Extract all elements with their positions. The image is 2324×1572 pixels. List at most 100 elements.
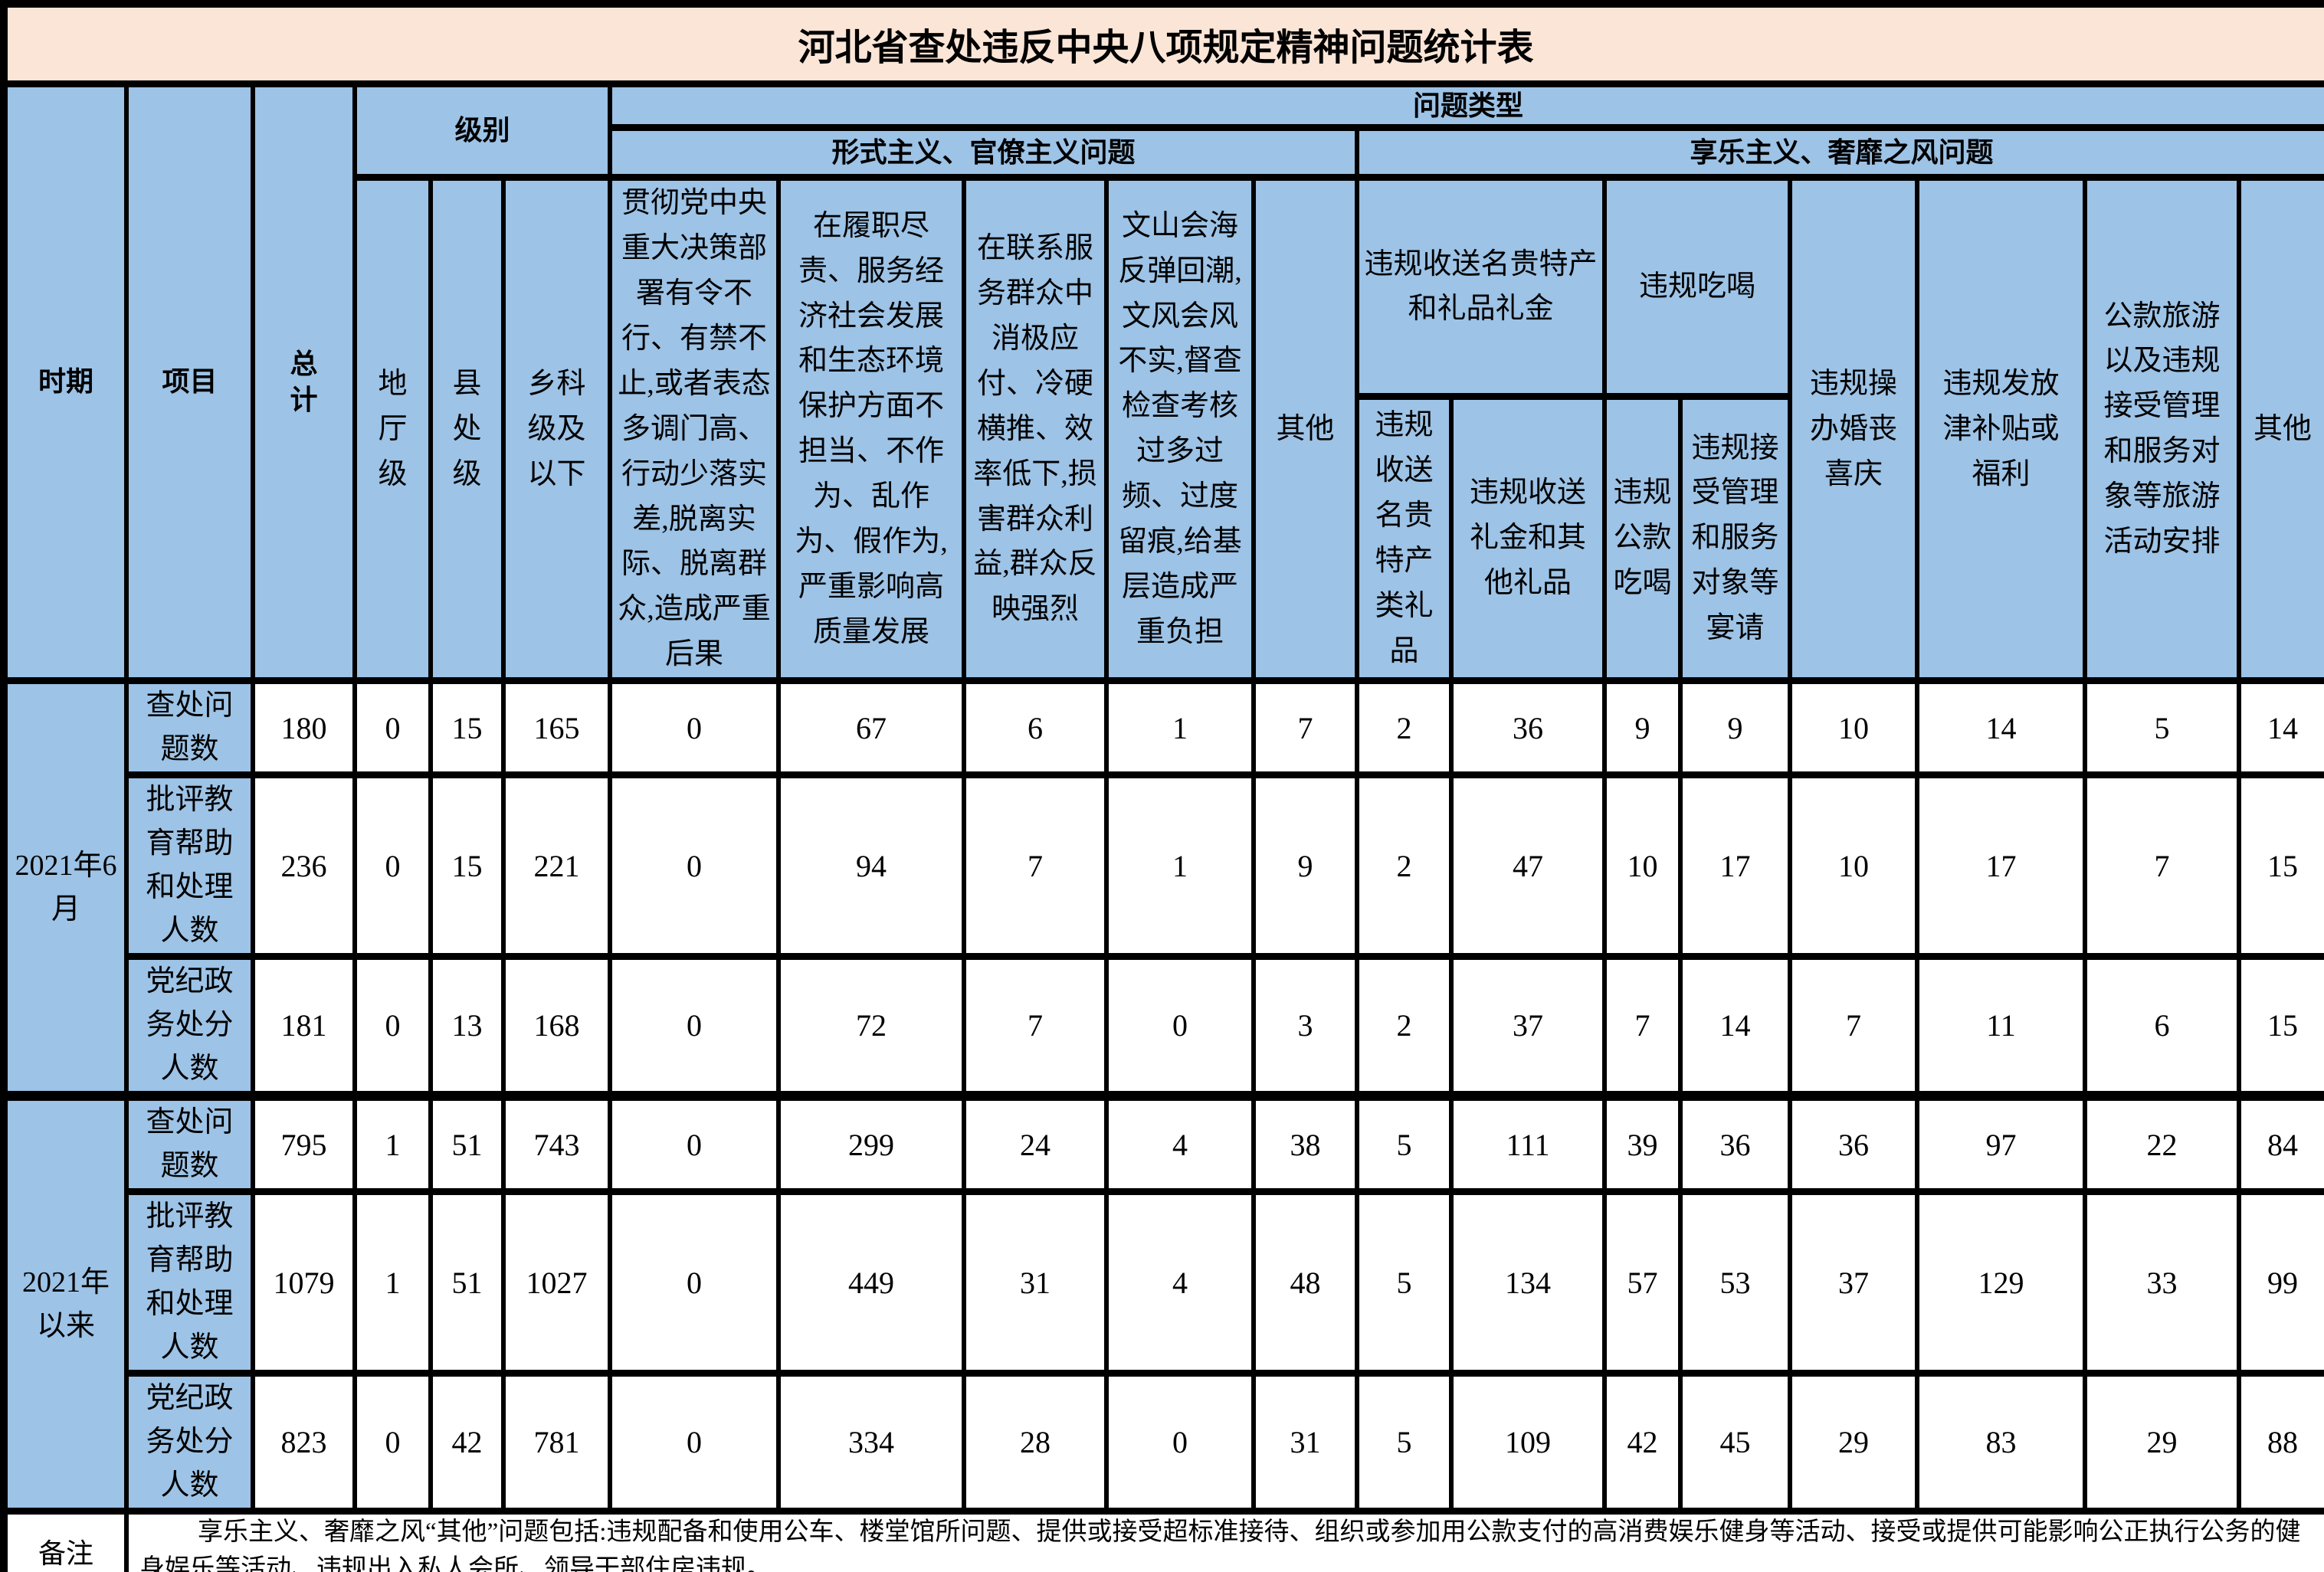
value-cell: 37 bbox=[1788, 1188, 1919, 1377]
value-cell: 0 bbox=[608, 1370, 781, 1515]
header-row-4: 违规收送名贵特产类礼品 违规收送礼金和其他礼品 违规公款吃喝 违规接受管理和服务… bbox=[4, 392, 2324, 685]
period-cell: 2021年6月 bbox=[2, 677, 129, 1100]
value-cell: 10 bbox=[1788, 771, 1919, 961]
value-cell: 165 bbox=[501, 677, 612, 779]
value-cell: 38 bbox=[1251, 1091, 1359, 1196]
value-cell: 7 bbox=[1251, 677, 1359, 779]
header-level-township: 乡科级及以下 bbox=[501, 174, 612, 685]
value-cell: 7 bbox=[1788, 953, 1919, 1100]
value-cell: 0 bbox=[608, 953, 781, 1100]
header-dining-col-2: 违规接受管理和服务对象等宴请 bbox=[1678, 392, 1792, 685]
value-cell: 1027 bbox=[501, 1188, 612, 1377]
value-cell: 15 bbox=[428, 677, 506, 779]
value-cell: 0 bbox=[352, 677, 433, 779]
header-hedonism-group: 享乐主义、奢靡之风问题 bbox=[1354, 124, 2324, 182]
header-level-group: 级别 bbox=[352, 80, 612, 182]
value-cell: 45 bbox=[1678, 1370, 1792, 1515]
header-gifts-col-2: 违规收送礼金和其他礼品 bbox=[1449, 392, 1607, 685]
value-cell: 0 bbox=[352, 1370, 433, 1515]
value-cell: 29 bbox=[1788, 1370, 1919, 1515]
header-total: 总计 bbox=[251, 80, 357, 685]
row-label: 党纪政务处分人数 bbox=[124, 1370, 255, 1515]
value-cell: 181 bbox=[251, 953, 357, 1100]
value-cell: 221 bbox=[501, 771, 612, 961]
header-row-2: 形式主义、官僚主义问题 享乐主义、奢靡之风问题 bbox=[4, 124, 2324, 182]
value-cell: 0 bbox=[608, 677, 781, 779]
row-label: 党纪政务处分人数 bbox=[124, 953, 255, 1100]
value-cell: 236 bbox=[251, 771, 357, 961]
remark-label: 备注 bbox=[2, 1508, 129, 1572]
header-problem-type-group: 问题类型 bbox=[607, 80, 2324, 132]
value-cell: 15 bbox=[2236, 771, 2324, 961]
value-cell: 0 bbox=[1104, 953, 1256, 1100]
value-cell: 15 bbox=[2236, 953, 2324, 1100]
value-cell: 0 bbox=[608, 1091, 781, 1196]
value-cell: 299 bbox=[776, 1091, 966, 1196]
value-cell: 13 bbox=[428, 953, 506, 1100]
value-cell: 5 bbox=[1355, 1091, 1454, 1196]
value-cell: 51 bbox=[428, 1091, 506, 1196]
value-cell: 84 bbox=[2236, 1091, 2324, 1196]
value-cell: 9 bbox=[1602, 677, 1683, 779]
value-cell: 48 bbox=[1251, 1188, 1359, 1377]
value-cell: 10 bbox=[1602, 771, 1683, 961]
value-cell: 2 bbox=[1355, 953, 1454, 1100]
value-cell: 33 bbox=[2083, 1188, 2241, 1377]
header-formalism-col-2: 在履职尽责、服务经济社会发展和生态环境保护方面不担当、不作为、乱作为、假作为,严… bbox=[776, 174, 966, 685]
data-row: 2021年6月 查处问题数 180 0 15 165 0 67 6 1 7 2 … bbox=[2, 677, 2324, 1100]
value-cell: 9 bbox=[1678, 677, 1792, 779]
value-cell: 7 bbox=[962, 953, 1109, 1100]
value-cell: 11 bbox=[1915, 953, 2087, 1100]
value-cell: 17 bbox=[1678, 771, 1792, 961]
period-cell: 2021年以来 bbox=[2, 1091, 129, 1515]
header-row-1: 时期 项目 总计 级别 问题类型 bbox=[2, 80, 2324, 685]
title-row: 河北省查处违反中央八项规定精神问题统计表 bbox=[1, 0, 2324, 87]
value-cell: 72 bbox=[776, 953, 966, 1100]
value-cell: 129 bbox=[1915, 1188, 2087, 1377]
value-cell: 5 bbox=[1355, 1370, 1454, 1515]
value-cell: 14 bbox=[1915, 677, 2087, 779]
value-cell: 7 bbox=[1602, 953, 1683, 1100]
value-cell: 94 bbox=[776, 771, 966, 961]
value-cell: 334 bbox=[776, 1370, 966, 1515]
value-cell: 17 bbox=[1915, 771, 2087, 961]
value-cell: 2 bbox=[1355, 677, 1454, 779]
value-cell: 6 bbox=[962, 677, 1109, 779]
value-cell: 0 bbox=[608, 1188, 781, 1377]
value-cell: 67 bbox=[776, 677, 966, 779]
row-label: 查处问题数 bbox=[124, 1091, 255, 1196]
row-label: 批评教育帮助和处理人数 bbox=[124, 771, 255, 961]
value-cell: 22 bbox=[2083, 1091, 2241, 1196]
value-cell: 168 bbox=[501, 953, 612, 1100]
value-cell: 5 bbox=[2083, 677, 2241, 779]
data-row: 党纪政务处分人数 823 0 42 781 0 334 28 0 31 5 10… bbox=[4, 1370, 2324, 1515]
value-cell: 1 bbox=[352, 1091, 433, 1196]
header-gifts-group: 违规收送名贵特产和礼品礼金 bbox=[1355, 174, 1607, 400]
value-cell: 781 bbox=[501, 1370, 612, 1515]
data-row: 批评教育帮助和处理人数 236 0 15 221 0 94 7 1 9 2 47… bbox=[4, 771, 2324, 961]
data-row: 党纪政务处分人数 181 0 13 168 0 72 7 0 3 2 37 7 … bbox=[4, 953, 2324, 1100]
value-cell: 39 bbox=[1602, 1091, 1683, 1196]
page-title: 河北省查处违反中央八项规定精神问题统计表 bbox=[1, 0, 2324, 87]
value-cell: 24 bbox=[962, 1091, 1109, 1196]
value-cell: 57 bbox=[1602, 1188, 1683, 1377]
value-cell: 42 bbox=[1602, 1370, 1683, 1515]
value-cell: 0 bbox=[608, 771, 781, 961]
header-allowance-col: 违规发放津补贴或福利 bbox=[1915, 174, 2087, 685]
value-cell: 14 bbox=[1678, 953, 1792, 1100]
value-cell: 36 bbox=[1449, 677, 1607, 779]
value-cell: 0 bbox=[352, 771, 433, 961]
value-cell: 15 bbox=[428, 771, 506, 961]
value-cell: 51 bbox=[428, 1188, 506, 1377]
value-cell: 7 bbox=[962, 771, 1109, 961]
value-cell: 0 bbox=[1104, 1370, 1256, 1515]
value-cell: 1 bbox=[1104, 677, 1256, 779]
row-label: 批评教育帮助和处理人数 bbox=[124, 1188, 255, 1377]
header-formalism-col-3: 在联系服务群众中消极应付、冷硬横推、效率低下,损害群众利益,群众反映强烈 bbox=[962, 174, 1109, 685]
value-cell: 4 bbox=[1104, 1091, 1256, 1196]
value-cell: 36 bbox=[1678, 1091, 1792, 1196]
value-cell: 42 bbox=[428, 1370, 506, 1515]
value-cell: 109 bbox=[1449, 1370, 1607, 1515]
row-label: 查处问题数 bbox=[124, 677, 255, 779]
